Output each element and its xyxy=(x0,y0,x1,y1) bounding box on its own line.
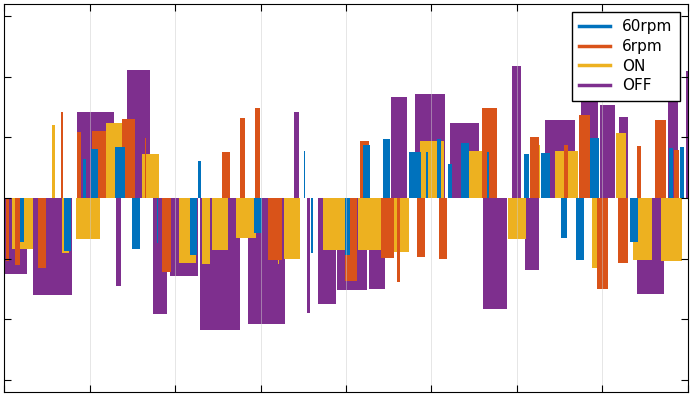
Legend: 60rpm, 6rpm, ON, OFF: 60rpm, 6rpm, ON, OFF xyxy=(572,12,680,101)
